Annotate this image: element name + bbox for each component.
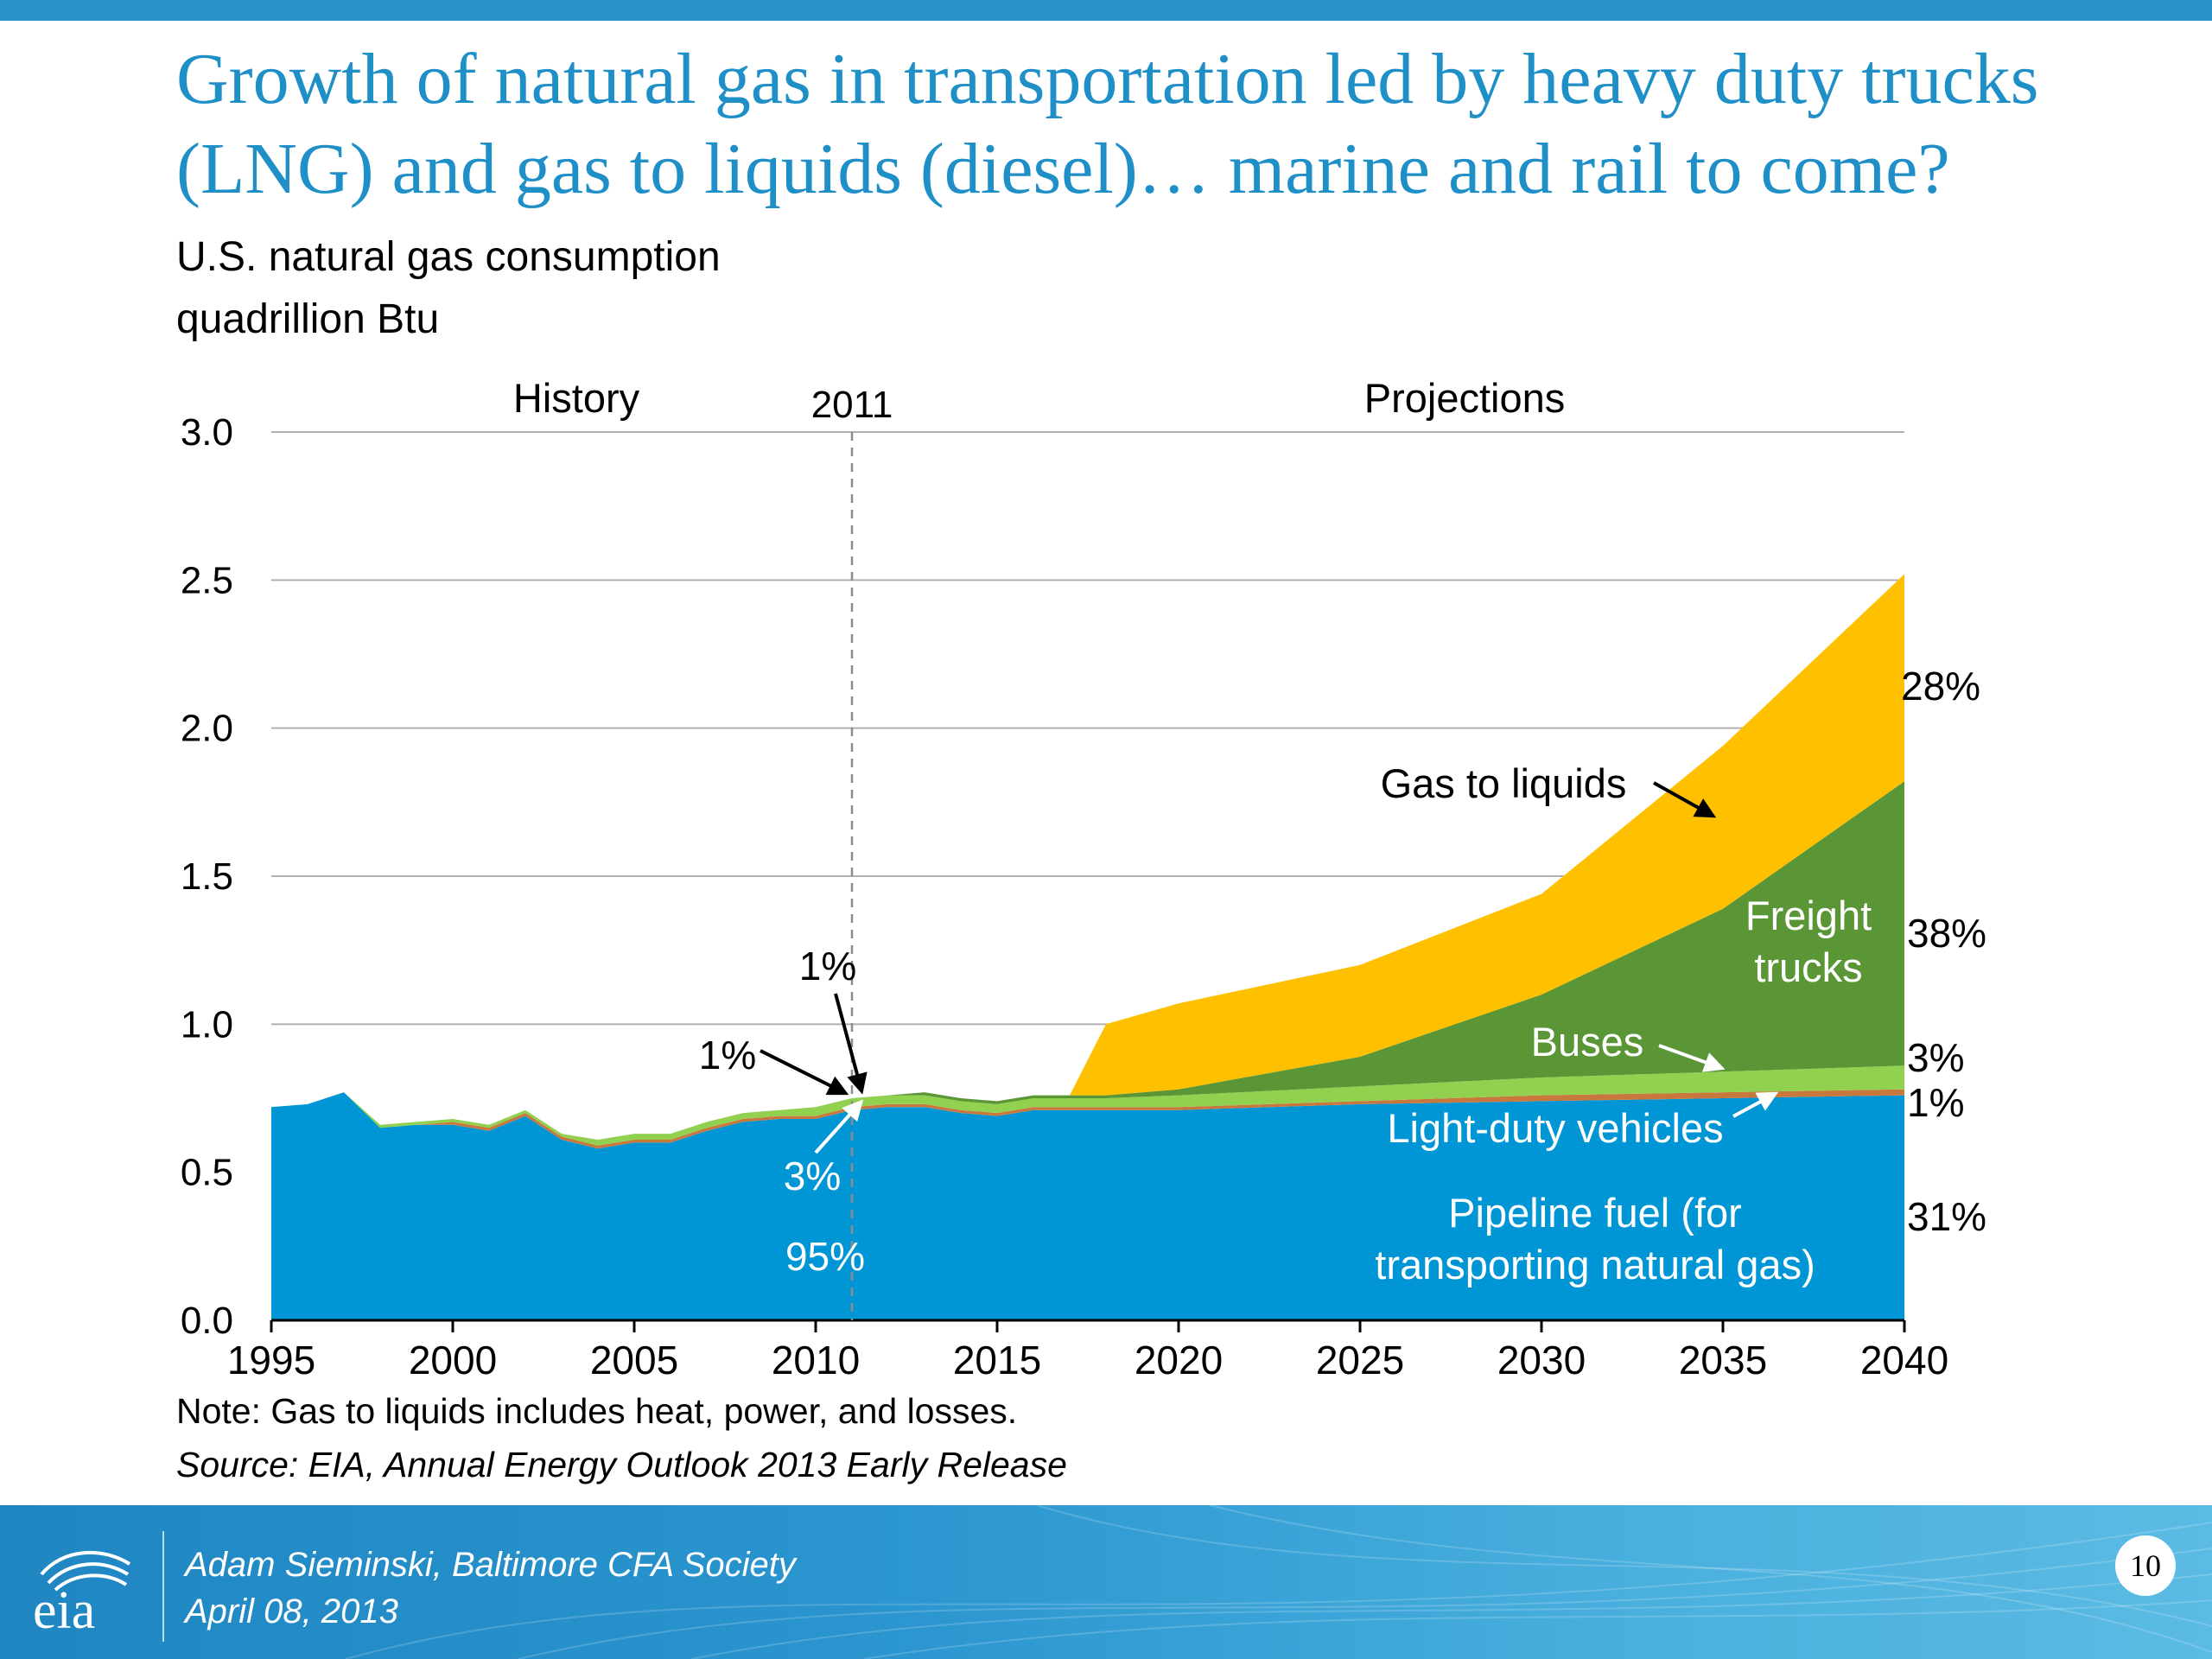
share-2040-gtl: 28% xyxy=(1901,664,1980,709)
arrow-share-2011-light-duty xyxy=(760,1049,849,1096)
top-accent-bar xyxy=(0,0,2212,21)
area-buses xyxy=(271,1065,1904,1146)
x-tick-label: 2010 xyxy=(772,1338,860,1382)
eia-logo: eia xyxy=(33,1550,131,1635)
arrow-light-duty xyxy=(1732,1091,1779,1118)
x-tick-label: 2005 xyxy=(590,1338,678,1382)
share-2011-freight: 1% xyxy=(799,944,856,988)
arrow-share-2011-freight xyxy=(834,993,868,1095)
y-tick-label: 3.0 xyxy=(181,411,233,454)
x-tick-label: 2035 xyxy=(1679,1338,1767,1382)
presenter-info: Adam Sieminski, Baltimore CFA Society Ap… xyxy=(185,1541,796,1635)
y-tick-label: 0.0 xyxy=(181,1300,233,1342)
chart-note: Note: Gas to liquids includes heat, powe… xyxy=(176,1391,1018,1431)
logo-divider xyxy=(162,1531,164,1642)
label-buses: Buses xyxy=(1531,1019,1644,1065)
presentation-date: April 08, 2013 xyxy=(185,1592,398,1630)
chart-title: U.S. natural gas consumption xyxy=(176,234,721,280)
area-pipeline-fuel-for-transporting-natural-gas xyxy=(271,1092,1904,1320)
share-2011-pipeline: 95% xyxy=(785,1234,865,1279)
divider-label: 2011 xyxy=(811,384,893,426)
eia-logo-text: eia xyxy=(33,1581,95,1635)
slide-title-line2: (LNG) and gas to liquids (diesel)… marin… xyxy=(176,129,1950,209)
y-axis-unit: quadrillion Btu xyxy=(176,296,440,342)
share-2040-light-duty: 1% xyxy=(1907,1080,1964,1125)
share-2040-buses: 3% xyxy=(1907,1035,1964,1080)
label-pipeline-1: Pipeline fuel (for xyxy=(1448,1190,1742,1236)
y-tick-label: 0.5 xyxy=(181,1152,233,1194)
area-freight-trucks xyxy=(271,781,1904,1140)
chart-subtitle: U.S. natural gas consumption quadrillion… xyxy=(176,226,721,351)
area-light-duty-vehicles xyxy=(271,1089,1904,1149)
share-2040-freight: 38% xyxy=(1907,911,1986,956)
history-label: History xyxy=(513,375,640,421)
label-light-duty: Light-duty vehicles xyxy=(1387,1105,1723,1151)
axes: 0.0 0.5 1.0 1.5 2.0 2.5 3.0 1995 2000 2005 2010 201… xyxy=(181,411,1948,1382)
y-tick-label: 2.0 xyxy=(181,708,233,750)
area-gas-to-liquids xyxy=(271,574,1904,1140)
arrow-share-2011-buses xyxy=(814,1099,864,1154)
slide-title-line1: Growth of natural gas in transportation … xyxy=(176,39,2039,119)
x-tick-label: 2030 xyxy=(1497,1338,1586,1382)
footer-band: eia Adam Sieminski, Baltimore CFA Societ… xyxy=(0,1505,2212,1659)
annotations: 2011 History Projections Gas to liquids Frei… xyxy=(513,375,1986,1320)
slide-title: Growth of natural gas in transportation … xyxy=(176,35,2164,214)
y-tick-label: 2.5 xyxy=(181,559,233,601)
x-tick-label: 2000 xyxy=(409,1338,497,1382)
presenter-name: Adam Sieminski, Baltimore CFA Society xyxy=(185,1546,796,1584)
y-tick-label: 1.5 xyxy=(181,855,233,898)
share-2040-pipeline: 31% xyxy=(1907,1194,1986,1239)
label-freight-trucks-1: Freight xyxy=(1745,893,1872,938)
x-tick-label: 1995 xyxy=(227,1338,315,1382)
label-freight-trucks-2: trucks xyxy=(1754,944,1862,990)
arrow-gas-to-liquids xyxy=(1653,781,1717,818)
stacked-area-chart: 0.0 0.5 1.0 1.5 2.0 2.5 3.0 1995 2000 2005 2010 201… xyxy=(181,375,1986,1382)
series-areas xyxy=(271,574,1904,1320)
chart-source: Source: EIA, Annual Energy Outlook 2013 … xyxy=(176,1445,1067,1484)
x-tick-label: 2040 xyxy=(1860,1338,1948,1382)
projections-label: Projections xyxy=(1364,375,1566,421)
page-number: 10 xyxy=(2115,1535,2176,1596)
y-tick-label: 1.0 xyxy=(181,1003,233,1046)
label-gas-to-liquids: Gas to liquids xyxy=(1381,760,1627,806)
x-tick-label: 2020 xyxy=(1135,1338,1223,1382)
share-2011-buses: 3% xyxy=(784,1154,841,1198)
x-tick-label: 2025 xyxy=(1316,1338,1404,1382)
arrow-buses xyxy=(1658,1044,1726,1072)
footer-wave-pattern xyxy=(345,1505,2212,1659)
share-2011-light-duty: 1% xyxy=(699,1033,756,1077)
x-tick-label: 2015 xyxy=(953,1338,1041,1382)
label-pipeline-2: transporting natural gas) xyxy=(1375,1242,1815,1287)
